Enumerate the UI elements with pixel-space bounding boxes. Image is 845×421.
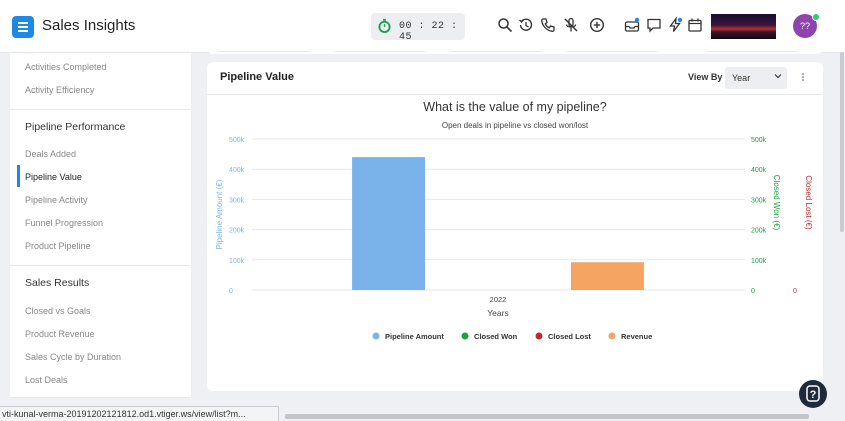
y-tick-right-closed-won: 500k <box>751 137 767 144</box>
search-icon[interactable] <box>497 17 513 33</box>
sidebar-item-hidden[interactable]: — <box>25 53 34 57</box>
help-glyph: ? <box>810 389 817 401</box>
sidebar-divider <box>10 265 191 266</box>
horizontal-scrollbar[interactable] <box>279 411 845 421</box>
sidebar-item-product-revenue[interactable]: Product Revenue <box>25 329 95 339</box>
help-icon: ? <box>806 385 820 402</box>
menu-button[interactable] <box>12 16 34 38</box>
y-axis-label-right-closed-lost: Closed Lost (€) <box>804 175 813 230</box>
sidebar: — Activities Completed Activity Efficien… <box>10 53 191 398</box>
sidebar-item-pipeline-activity[interactable]: Pipeline Activity <box>25 195 88 205</box>
online-status-dot <box>812 13 820 21</box>
y-tick-left: 400k <box>229 167 245 174</box>
timer-value: 00 : 22 : 45 <box>399 21 458 43</box>
sidebar-divider <box>10 397 191 398</box>
vertical-scrollbar[interactable] <box>839 52 845 411</box>
sidebar-item-activity-efficiency[interactable]: Activity Efficiency <box>25 85 95 95</box>
help-button[interactable]: ? <box>799 380 827 408</box>
y-tick-right-closed-won: 0 <box>751 288 755 295</box>
sidebar-item-product-pipeline[interactable]: Product Pipeline <box>25 241 91 251</box>
y-tick-left: 100k <box>229 258 245 265</box>
browser-status-url: vti-kunal-verma-20191202121812.od1.vtige… <box>0 406 279 421</box>
sidebar-heading-sales: Sales Results <box>25 277 90 289</box>
view-by-select[interactable]: Year <box>725 67 787 89</box>
top-bar: Sales Insights 00 : 22 : 45 <box>0 0 845 53</box>
sidebar-item-deals-added[interactable]: Deals Added <box>25 149 77 159</box>
y-tick-right-closed-won: 200k <box>751 228 767 235</box>
legend-marker[interactable] <box>608 332 616 340</box>
y-tick-left: 500k <box>229 137 245 144</box>
pipeline-value-chart: What is the value of my pipeline? Open d… <box>215 100 813 341</box>
sidebar-item-closed-vs-goals[interactable]: Closed vs Goals <box>25 306 91 316</box>
sidebar-item-funnel-progression[interactable]: Funnel Progression <box>25 218 104 228</box>
chevron-down-icon <box>774 74 782 79</box>
horizontal-scrollbar-thumb[interactable] <box>285 414 809 419</box>
legend-marker[interactable] <box>535 332 543 340</box>
card-title: Pipeline Value <box>220 71 294 83</box>
y-tick-right-closed-lost: 0 <box>793 288 797 295</box>
y-tick-right-closed-won: 300k <box>751 197 767 204</box>
legend-item[interactable]: Closed Won <box>474 332 518 341</box>
sidebar-item-sales-cycle[interactable]: Sales Cycle by Duration <box>25 352 122 362</box>
vertical-scrollbar-thumb[interactable] <box>840 52 844 232</box>
inbox-icon[interactable] <box>624 17 640 33</box>
phone-icon[interactable] <box>540 17 556 33</box>
sidebar-heading-pipeline: Pipeline Performance <box>25 121 126 133</box>
card-divider <box>207 94 823 95</box>
y-tick-left: 300k <box>229 197 245 204</box>
legend-marker[interactable] <box>461 332 469 340</box>
history-icon[interactable] <box>518 17 534 33</box>
view-by-label: View By <box>688 72 723 82</box>
x-tick-label: 2022 <box>490 295 507 304</box>
calendar-icon[interactable] <box>687 17 703 33</box>
legend-item[interactable]: Closed Lost <box>548 332 591 341</box>
legend-item[interactable]: Revenue <box>621 332 652 341</box>
chart-subtitle: Open deals in pipeline vs closed won/los… <box>442 121 589 130</box>
bar-revenue[interactable] <box>570 262 644 290</box>
sidebar-item-activities-completed[interactable]: Activities Completed <box>25 62 107 72</box>
legend-item[interactable]: Pipeline Amount <box>385 332 444 341</box>
sidebar-item-pipeline-value[interactable]: Pipeline Value <box>25 172 82 182</box>
chart-title: What is the value of my pipeline? <box>423 100 606 114</box>
active-indicator <box>17 165 20 187</box>
add-circle-icon[interactable] <box>589 17 605 33</box>
sidebar-item-lost-deals[interactable]: Lost Deals <box>25 375 68 385</box>
y-axis-label-left: Pipeline Amount (€) <box>215 179 224 249</box>
app-title: Sales Insights <box>42 17 136 34</box>
legend-marker[interactable] <box>372 332 380 340</box>
view-by-value: Year <box>732 73 751 83</box>
chat-icon[interactable] <box>646 17 662 33</box>
x-axis-label: Years <box>487 308 508 318</box>
y-tick-left: 0 <box>229 288 233 295</box>
bar-pipeline-amount[interactable] <box>352 157 426 290</box>
y-tick-right-closed-won: 100k <box>751 258 767 265</box>
sidebar-divider <box>10 109 191 110</box>
lightning-icon[interactable] <box>667 17 683 33</box>
summary-cards-strip <box>207 48 823 54</box>
y-axis-label-right-closed-won: Closed Won (€) <box>772 175 781 231</box>
pipeline-value-card: Pipeline Value View By Year What is the … <box>207 62 823 391</box>
mic-off-icon[interactable] <box>563 17 579 33</box>
more-options-icon[interactable] <box>800 72 806 84</box>
y-tick-left: 200k <box>229 228 245 235</box>
stopwatch-icon <box>378 18 391 33</box>
call-timer[interactable]: 00 : 22 : 45 <box>371 13 465 43</box>
y-tick-right-closed-won: 400k <box>751 167 767 174</box>
header-banner-image[interactable] <box>711 14 776 39</box>
